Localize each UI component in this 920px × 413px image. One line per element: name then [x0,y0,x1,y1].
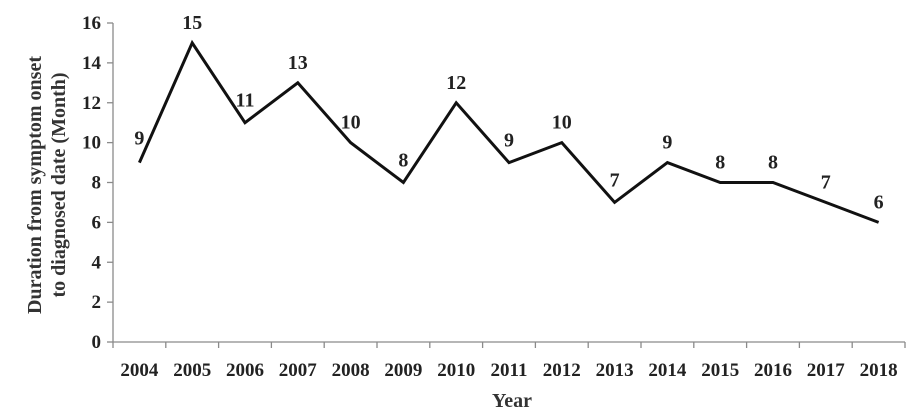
x-tick-label: 2007 [279,360,318,381]
x-axis-ticks: 2004 2005 2006 2007 2008 2009 2010 2011 2012 2013… [112,342,906,381]
y-tick-label: 10 [82,133,101,154]
y-tick-label: 0 [92,332,102,353]
x-tick-label: 2008 [332,360,370,381]
data-label: 9 [662,132,672,154]
data-label: 9 [134,128,144,150]
data-labels: 9 15 11 13 10 8 12 9 10 7 9 8 8 7 6 [134,12,883,213]
data-label: 6 [874,191,884,213]
x-tick-label: 2012 [543,360,581,381]
x-axis-title: Year [492,390,532,412]
x-tick-label: 2014 [648,360,687,381]
y-axis-title-line-2: to diagnosed date (Month) [48,72,70,297]
data-label: 13 [288,52,308,74]
y-axis-title-line-1: Duration from symptom onset [24,56,46,314]
y-axis-ticks: 0 2 4 6 8 10 12 14 16 [82,13,113,353]
x-tick-label: 2006 [226,360,264,381]
series-line-group [138,39,880,224]
data-label: 7 [610,169,620,191]
data-label: 10 [341,112,361,134]
x-tick-label: 2017 [807,360,846,381]
data-label: 7 [821,171,831,193]
x-tick-label: 2011 [491,360,528,381]
y-tick-label: 16 [82,13,101,34]
series-line [138,39,880,224]
data-label: 8 [768,152,778,174]
y-tick-label: 12 [82,93,101,114]
x-tick-label: 2010 [437,360,475,381]
y-tick-label: 8 [92,173,102,194]
y-tick-label: 4 [92,252,102,273]
data-label: 12 [446,72,466,94]
data-label: 8 [398,150,408,172]
data-label: 10 [552,112,572,134]
x-tick-label: 2018 [860,360,898,381]
x-tick-label: 2005 [173,360,211,381]
y-tick-label: 14 [82,53,102,74]
x-tick-label: 2015 [701,360,739,381]
x-tick-label: 2016 [754,360,792,381]
x-tick-label: 2009 [384,360,422,381]
data-label: 11 [236,90,255,112]
x-tick-label: 2004 [120,360,159,381]
data-label: 8 [715,152,725,174]
x-tick-label: 2013 [596,360,634,381]
data-label: 9 [504,130,514,152]
axes [112,23,905,343]
data-label: 15 [182,12,202,34]
y-tick-label: 6 [92,212,102,233]
y-tick-label: 2 [92,292,102,313]
